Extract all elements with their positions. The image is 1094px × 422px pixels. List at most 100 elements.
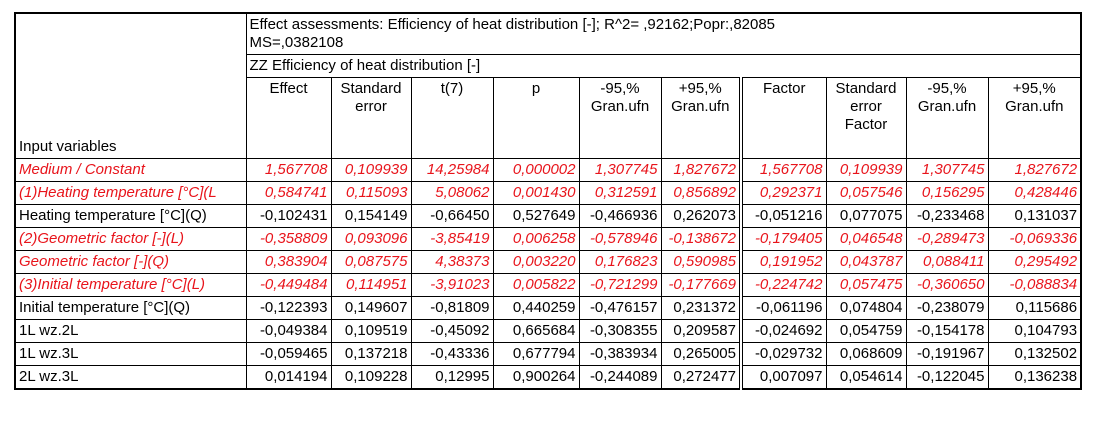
header-line: Factor: [762, 80, 806, 97]
cell-value: 0,265005: [660, 342, 742, 366]
cell-value: 1,827672: [987, 158, 1082, 182]
cell-value: -0,466936: [578, 204, 662, 228]
cell-value: 0,046548: [825, 227, 907, 251]
cell-value: 0,005822: [492, 273, 580, 297]
cell-value: 0,087575: [330, 250, 412, 274]
cell-value: 1,567708: [739, 158, 827, 182]
header-line: Gran.ufn: [1005, 98, 1064, 115]
cell-value: 0,590985: [660, 250, 742, 274]
cell-value: -0,154178: [905, 319, 989, 343]
cell-value: 0,115093: [330, 181, 412, 205]
column-header: Standard error Factor: [825, 77, 907, 159]
cell-value: -0,029732: [739, 342, 827, 366]
cell-value: 0,057546: [825, 181, 907, 205]
cell-value: -0,059465: [245, 342, 332, 366]
cell-value: 0,054759: [825, 319, 907, 343]
header-line: error: [850, 98, 882, 115]
data-row: 2L wz.3L 0,014194 0,109228 0,12995 0,900264-…: [14, 365, 1082, 390]
header-row: Effect Standard error t(7) p -95,% Gran.ufn +95…: [15, 77, 1082, 159]
cell-value: 0,001430: [492, 181, 580, 205]
table-body: Input variables Effect assessments: Effic…: [14, 12, 1082, 390]
cell-value: 0,077075: [825, 204, 907, 228]
data-row: (3)Initial temperature [°C](L) -0,449484 0…: [14, 273, 1082, 297]
column-header: Standard error: [330, 77, 412, 159]
cell-value: -0,244089: [578, 365, 662, 390]
cell-value: 0,132502: [987, 342, 1082, 366]
cell-value: 0,209587: [660, 319, 742, 343]
cell-value: 0,428446: [987, 181, 1082, 205]
row-label: 2L wz.3L: [14, 365, 247, 390]
cell-value: 0,295492: [987, 250, 1082, 274]
cell-value: 0,109939: [330, 158, 412, 182]
header-line: Effect: [269, 80, 308, 97]
column-header: Factor: [739, 77, 827, 159]
cell-value: -0,43336: [410, 342, 494, 366]
header-line: -95,%: [600, 80, 640, 97]
cell-value: -0,721299: [578, 273, 662, 297]
cell-value: -0,45092: [410, 319, 494, 343]
cell-value: 0,137218: [330, 342, 412, 366]
cell-value: -0,308355: [578, 319, 662, 343]
cell-value: 0,057475: [825, 273, 907, 297]
cell-value: 1,307745: [578, 158, 662, 182]
header-line: error: [355, 98, 387, 115]
column-header: Effect: [245, 77, 332, 159]
row-label: (2)Geometric factor [-](L): [14, 227, 247, 251]
cell-value: -0,224742: [739, 273, 827, 297]
cell-value: -0,476157: [578, 296, 662, 320]
cell-value: -0,102431: [245, 204, 332, 228]
row-label: 1L wz.2L: [14, 319, 247, 343]
row-label: Initial temperature [°C](Q): [14, 296, 247, 320]
column-header: +95,% Gran.ufn: [660, 77, 742, 159]
cell-value: -0,138672: [660, 227, 742, 251]
cell-value: -0,024692: [739, 319, 827, 343]
cell-value: 0,154149: [330, 204, 412, 228]
cell-value: -0,179405: [739, 227, 827, 251]
row-label: Geometric factor [-](Q): [14, 250, 247, 274]
cell-value: -0,66450: [410, 204, 494, 228]
cell-value: 0,068609: [825, 342, 907, 366]
cell-value: 0,006258: [492, 227, 580, 251]
data-row: Geometric factor [-](Q) 0,383904 0,087575 4…: [14, 250, 1082, 274]
cell-value: 0,272477: [660, 365, 742, 390]
header-line: Standard: [835, 80, 897, 97]
cell-value: 0,383904: [245, 250, 332, 274]
title-row: ZZ Efficiency of heat distribution [-]: [15, 54, 1082, 78]
row-label: Medium / Constant: [14, 158, 247, 182]
cell-value: 0,231372: [660, 296, 742, 320]
data-row: (1)Heating temperature [°C](L 0,584741 0,1…: [14, 181, 1082, 205]
column-header: -95,% Gran.ufn: [578, 77, 662, 159]
cell-value: -3,91023: [410, 273, 494, 297]
cell-value: -0,051216: [739, 204, 827, 228]
cell-value: -0,069336: [987, 227, 1082, 251]
cell-value: 0,900264: [492, 365, 580, 390]
cell-value: 0,043787: [825, 250, 907, 274]
cell-value: 0,677794: [492, 342, 580, 366]
data-row: (2)Geometric factor [-](L) -0,358809 0,093…: [14, 227, 1082, 251]
cell-value: -0,358809: [245, 227, 332, 251]
cell-value: 0,191952: [739, 250, 827, 274]
cell-value: 1,827672: [660, 158, 742, 182]
cell-value: -0,061196: [739, 296, 827, 320]
title-line: Effect assessments: Efficiency of heat d…: [249, 16, 776, 33]
data-row: Heating temperature [°C](Q) -0,102431 0,15…: [14, 204, 1082, 228]
data-row: Medium / Constant 1,567708 0,109939 14,2598…: [14, 158, 1082, 182]
cell-value: -0,191967: [905, 342, 989, 366]
stub-header: Input variables: [14, 12, 247, 159]
title-line: ZZ Efficiency of heat distribution [-]: [249, 57, 481, 74]
cell-value: 14,25984: [410, 158, 494, 182]
header-line: +95,%: [678, 80, 722, 97]
cell-value: -0,383934: [578, 342, 662, 366]
cell-value: 0,014194: [245, 365, 332, 390]
row-label: (3)Initial temperature [°C](L): [14, 273, 247, 297]
cell-value: 0,114951: [330, 273, 412, 297]
title-cell: Effect assessments: Efficiency of heat d…: [245, 12, 1082, 55]
cell-value: 0,665684: [492, 319, 580, 343]
header-line: Factor: [844, 116, 888, 133]
cell-value: 0,856892: [660, 181, 742, 205]
cell-value: 0,003220: [492, 250, 580, 274]
cell-value: 0,149607: [330, 296, 412, 320]
cell-value: -0,360650: [905, 273, 989, 297]
title-line: MS=,0382108: [249, 34, 344, 51]
cell-value: 0,292371: [739, 181, 827, 205]
